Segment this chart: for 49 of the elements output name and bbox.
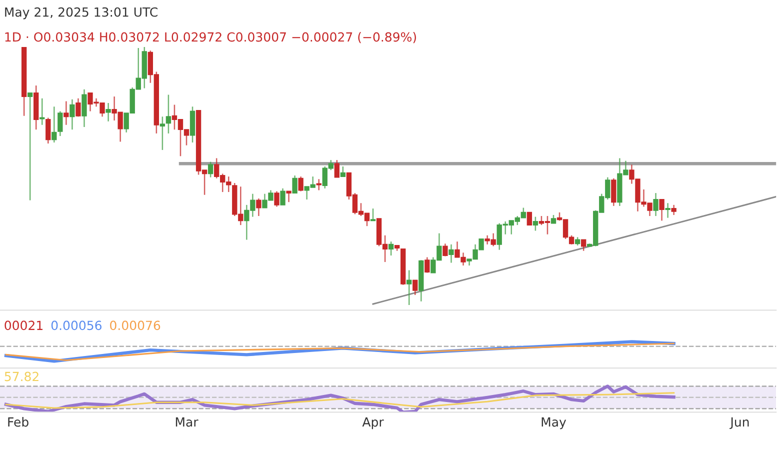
candlestick bbox=[388, 240, 394, 256]
candlestick bbox=[106, 102, 111, 122]
candlestick bbox=[208, 161, 214, 178]
candlestick bbox=[82, 88, 87, 128]
candlestick bbox=[316, 178, 322, 191]
candlestick bbox=[671, 204, 676, 216]
candlestick bbox=[70, 98, 75, 130]
candlestick bbox=[580, 239, 586, 252]
candlestick bbox=[442, 243, 448, 257]
text: 57.82 bbox=[4, 372, 38, 382]
candlestick bbox=[190, 106, 196, 144]
candlestick bbox=[58, 110, 63, 137]
x-tick-label: May bbox=[542, 417, 566, 430]
text: 0.00056 bbox=[51, 320, 102, 330]
candlestick bbox=[286, 190, 292, 203]
candlestick bbox=[659, 198, 664, 222]
candlestick bbox=[160, 116, 166, 151]
candlestick bbox=[27, 92, 33, 201]
x-tick-label: Apr bbox=[362, 417, 384, 430]
candlestick bbox=[611, 178, 616, 207]
candlestick bbox=[292, 174, 298, 194]
candlestick bbox=[526, 212, 532, 226]
candlestick bbox=[298, 176, 304, 192]
candlestick bbox=[448, 244, 454, 264]
candlestick bbox=[280, 188, 286, 206]
candlestick bbox=[52, 106, 57, 144]
candlestick bbox=[256, 198, 262, 217]
candlestick bbox=[370, 208, 376, 222]
candlestick bbox=[166, 94, 172, 134]
x-tick-label: Jun bbox=[730, 417, 749, 430]
candlestick bbox=[424, 256, 430, 274]
candlestick bbox=[665, 202, 670, 218]
candlestick bbox=[412, 280, 418, 296]
candlestick bbox=[406, 270, 412, 306]
text: May 21, 2025 13:01 UTC bbox=[5, 7, 158, 20]
candlestick bbox=[340, 166, 346, 178]
text: 1D · O0.03034 H0.03072 L0.02972 C0.03007 −0.00027 (−0.89%) bbox=[5, 32, 416, 44]
candlestick bbox=[334, 159, 340, 178]
x-tick-label: Mar bbox=[176, 417, 198, 427]
candlestick bbox=[76, 98, 81, 118]
candlestick bbox=[274, 190, 280, 208]
candlestick bbox=[46, 117, 51, 144]
text: 00021 bbox=[4, 320, 42, 330]
candlestick bbox=[64, 100, 69, 126]
candlestick bbox=[653, 192, 658, 217]
text: 0.00076 bbox=[110, 320, 160, 330]
candlestick bbox=[532, 216, 538, 232]
candlestick bbox=[40, 98, 45, 126]
x-tick-label: Feb bbox=[8, 417, 28, 427]
